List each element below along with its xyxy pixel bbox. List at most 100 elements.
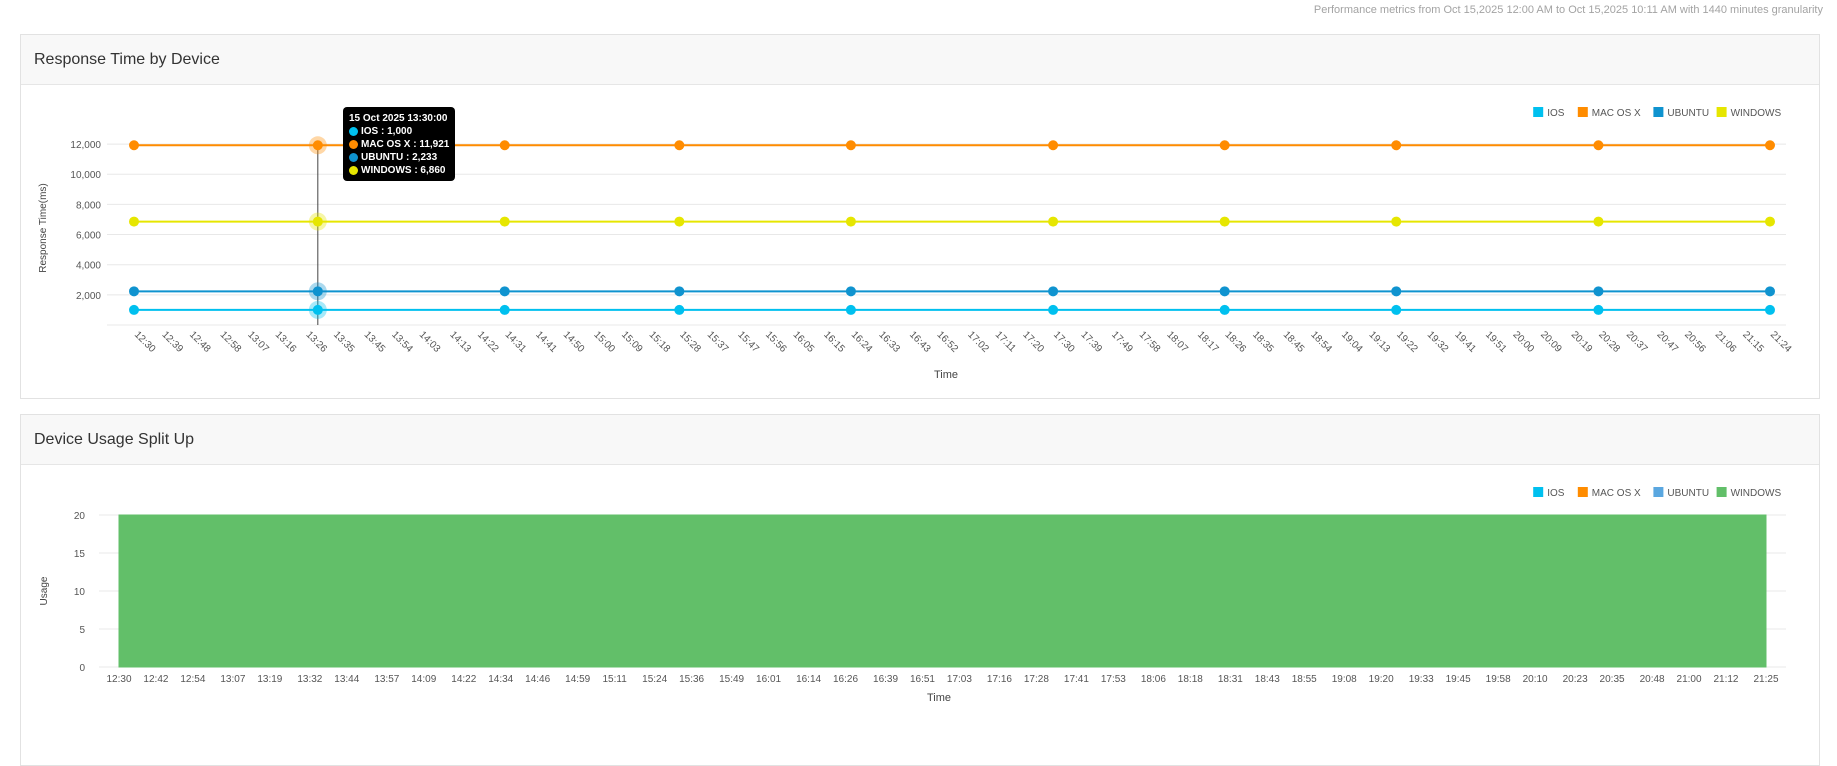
x-tick-label: 17:41	[1064, 674, 1089, 685]
x-tick-label: 20:19	[1569, 329, 1595, 355]
data-point	[845, 216, 856, 227]
data-point	[499, 216, 510, 227]
legend-item-ubuntu[interactable]: UBUNTU	[1653, 107, 1709, 119]
response-time-panel: Response Time by Device IOS MAC OS X UBUNT…	[20, 34, 1820, 399]
legend-item-ios[interactable]: IOS	[1533, 107, 1565, 119]
x-tick-label: 20:10	[1523, 674, 1548, 685]
y-tick-label: 5	[79, 625, 85, 636]
x-tick-label: 15:28	[677, 329, 703, 355]
data-point	[1048, 140, 1059, 151]
x-tick-label: 19:08	[1332, 674, 1357, 685]
y-tick-label: 15	[74, 549, 86, 560]
x-tick-label: 17:39	[1079, 329, 1105, 355]
data-point	[1765, 286, 1775, 297]
legend-swatch-icon	[1577, 487, 1588, 497]
x-tick-label: 14:22	[475, 329, 501, 355]
x-tick-label: 13:44	[334, 674, 359, 685]
legend-label: IOS	[1547, 108, 1565, 119]
x-tick-label: 15:49	[719, 674, 744, 685]
data-point	[674, 304, 685, 315]
data-point	[312, 304, 323, 315]
x-tick-label: 18:43	[1255, 674, 1280, 685]
x-tick-label: 15:24	[642, 674, 667, 685]
x-tick-label: 18:35	[1250, 329, 1276, 355]
data-point	[1048, 216, 1059, 227]
x-tick-label: 19:51	[1483, 329, 1509, 355]
x-tick-label: 18:17	[1195, 329, 1221, 355]
x-tick-label: 12:30	[106, 674, 131, 685]
usage-area-windows	[118, 514, 1767, 668]
device-usage-panel-title: Device Usage Split Up	[34, 430, 195, 448]
x-tick-label: 20:47	[1655, 329, 1681, 355]
y-tick-label: 2,000	[76, 291, 101, 302]
x-tick-label: 13:19	[257, 674, 282, 685]
x-tick-label: 14:41	[533, 329, 559, 355]
x-tick-label: 20:28	[1596, 329, 1622, 355]
x-tick-label: 13:32	[297, 674, 322, 685]
x-tick-label: 13:26	[303, 329, 329, 355]
x-tick-label: 13:16	[273, 329, 299, 355]
x-tick-label: 14:13	[447, 329, 473, 355]
legend-label: MAC OS X	[1592, 488, 1641, 499]
legend-item-ios[interactable]: IOS	[1533, 487, 1565, 499]
legend-swatch-icon	[1653, 107, 1664, 117]
x-tick-label: 19:45	[1446, 674, 1471, 685]
x-tick-label: 14:22	[451, 674, 476, 685]
data-point	[499, 140, 510, 151]
x-tick-label: 14:46	[525, 674, 550, 685]
x-tick-label: 13:07	[245, 329, 271, 355]
x-tick-label: 13:45	[362, 329, 388, 355]
data-point	[845, 304, 856, 315]
legend-swatch-icon	[1716, 487, 1727, 497]
tooltip-row-mac: MAC OS X : 11,921	[349, 138, 449, 151]
legend-item-windows[interactable]: WINDOWS	[1716, 487, 1782, 499]
x-tick-label: 13:35	[331, 329, 357, 355]
x-tick-label: 15:18	[647, 329, 673, 355]
x-tick-label: 17:53	[1101, 674, 1126, 685]
x-axis-title: Time	[927, 692, 951, 704]
tooltip-row-windows: WINDOWS : 6,860	[349, 164, 449, 177]
legend-label: UBUNTU	[1667, 488, 1709, 499]
x-tick-label: 16:51	[910, 674, 935, 685]
x-tick-label: 12:39	[159, 329, 185, 355]
x-tick-label: 17:30	[1051, 329, 1077, 355]
x-tick-label: 15:09	[619, 329, 645, 355]
x-tick-label: 20:09	[1538, 329, 1564, 355]
legend-swatch-icon	[1577, 107, 1588, 117]
x-tick-label: 21:24	[1768, 329, 1794, 355]
x-tick-label: 21:00	[1677, 674, 1702, 685]
tooltip-windows-value: WINDOWS : 6,860	[361, 165, 446, 176]
x-tick-label: 19:32	[1425, 329, 1451, 355]
legend-item-mac-os-x[interactable]: MAC OS X	[1577, 487, 1641, 499]
data-point	[312, 140, 323, 151]
x-tick-label: 18:06	[1141, 674, 1166, 685]
x-tick-label: 19:13	[1367, 329, 1393, 355]
data-point	[312, 286, 323, 297]
x-tick-label: 12:48	[187, 329, 213, 355]
legend-item-mac-os-x[interactable]: MAC OS X	[1577, 107, 1641, 119]
data-point	[1765, 304, 1775, 315]
x-tick-label: 16:33	[876, 329, 902, 355]
x-tick-label: 17:02	[965, 329, 991, 355]
x-tick-label: 21:15	[1740, 329, 1766, 355]
legend-label: MAC OS X	[1592, 108, 1641, 119]
x-tick-label: 13:54	[389, 329, 415, 355]
legend-item-windows[interactable]: WINDOWS	[1716, 107, 1782, 119]
data-point	[1593, 286, 1604, 297]
x-tick-label: 18:07	[1164, 329, 1190, 355]
x-tick-label: 12:42	[143, 674, 168, 685]
x-tick-label: 21:06	[1713, 329, 1739, 355]
data-point	[129, 304, 139, 315]
y-axis-title: Usage	[39, 576, 50, 605]
x-tick-label: 15:11	[602, 674, 627, 685]
x-tick-label: 15:56	[763, 329, 789, 355]
x-tick-label: 20:35	[1600, 674, 1625, 685]
tooltip-mac-value: MAC OS X : 11,921	[361, 139, 450, 150]
legend-item-ubuntu[interactable]: UBUNTU	[1653, 487, 1709, 499]
legend-swatch-icon	[1716, 107, 1727, 117]
tooltip-ubuntu-value: UBUNTU : 2,233	[361, 152, 438, 163]
x-tick-label: 16:39	[873, 674, 898, 685]
tooltip-row-ubuntu: UBUNTU : 2,233	[349, 151, 449, 164]
data-point	[1593, 140, 1604, 151]
device-usage-chart: IOS MAC OS X UBUNTU WINDOWS 0 5 10 15 20 12:30 12:…	[39, 487, 1786, 704]
